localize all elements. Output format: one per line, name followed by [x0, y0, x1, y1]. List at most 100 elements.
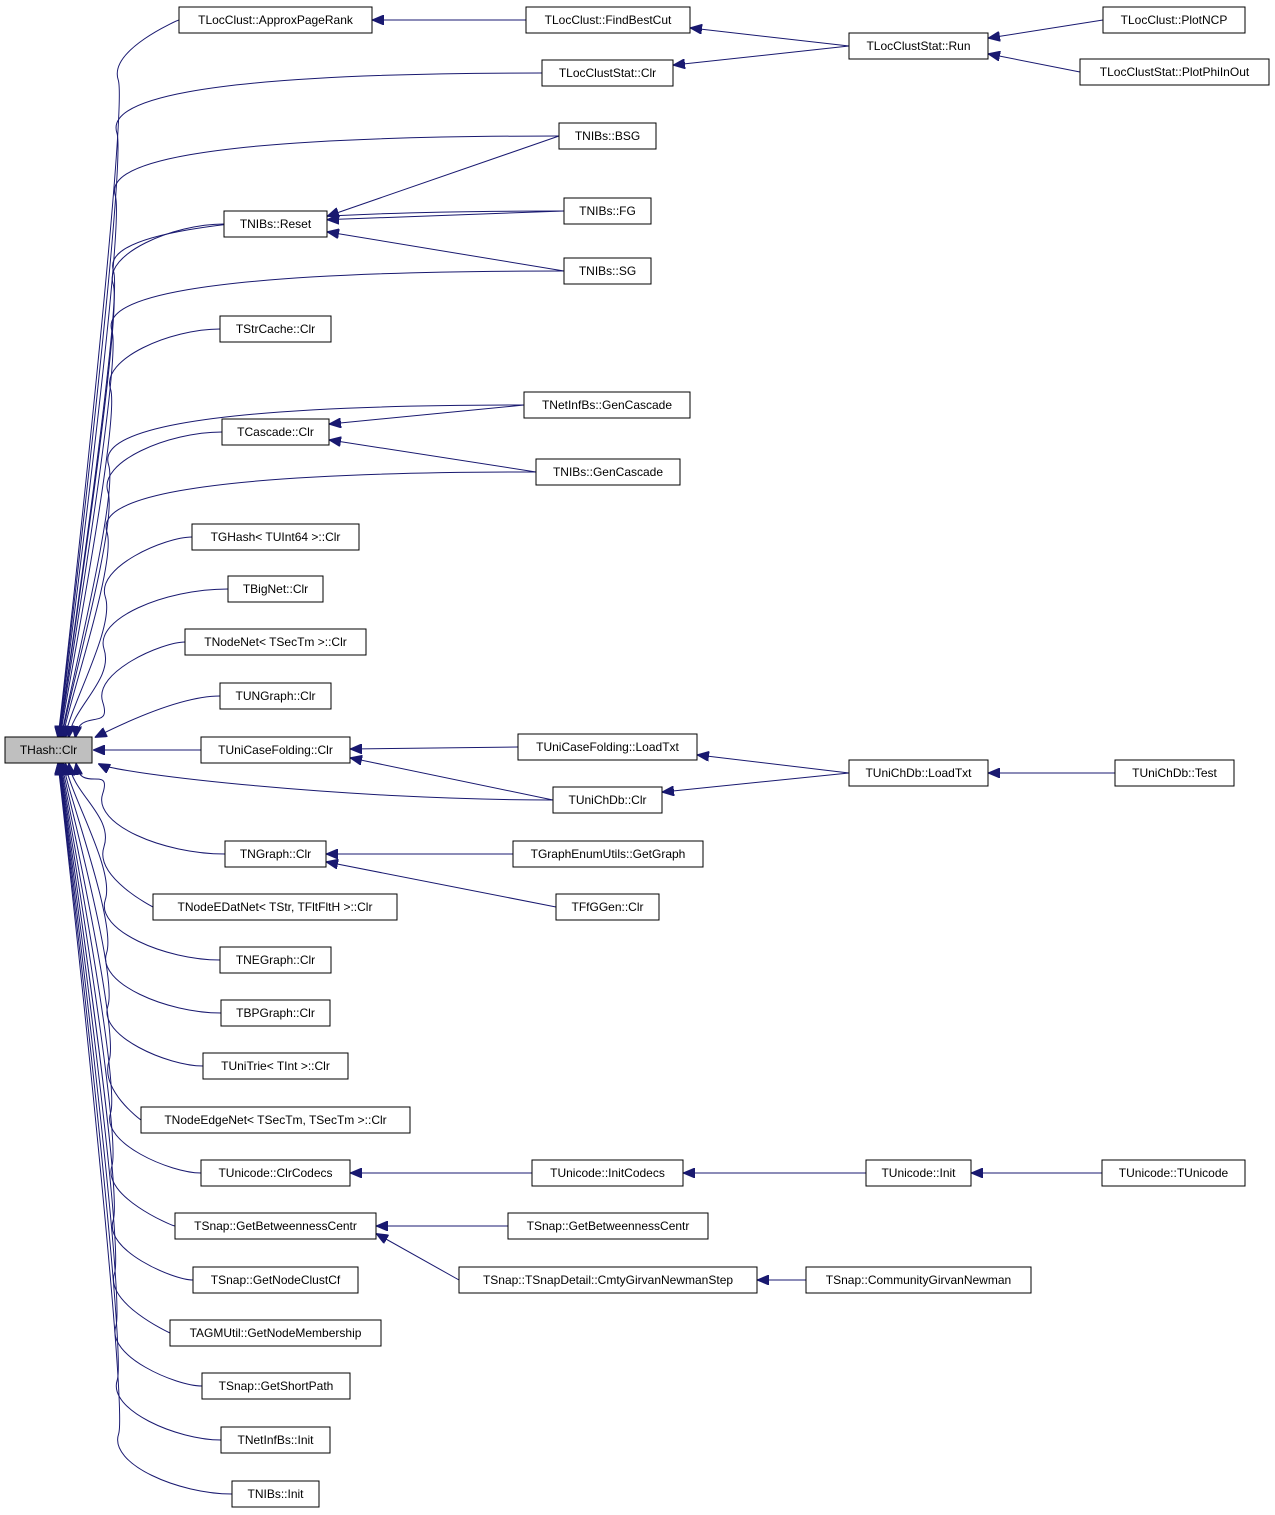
node-box	[535, 458, 681, 486]
node-box	[558, 122, 657, 150]
call-edge	[351, 758, 554, 801]
node-box	[563, 197, 652, 225]
node-box	[1101, 1159, 1246, 1187]
node-box	[201, 1372, 351, 1400]
node-label: TSnap::CommunityGirvanNewman	[826, 1273, 1011, 1287]
node-label: TBigNet::Clr	[243, 582, 308, 596]
node-label: TNIBs::GenCascade	[553, 465, 663, 479]
call-edge	[377, 1234, 460, 1281]
call-edge	[60, 270, 565, 737]
node-label: TCascade::Clr	[237, 425, 314, 439]
node-label: TGraphEnumUtils::GetGraph	[531, 847, 686, 861]
call-edge	[989, 54, 1081, 73]
node-box	[512, 840, 704, 868]
node-box	[523, 391, 691, 419]
call-edge	[61, 404, 525, 737]
call-edge	[328, 135, 560, 216]
node-box	[192, 1266, 359, 1294]
node-label: TNIBs::Init	[247, 1487, 304, 1501]
node-box	[219, 682, 332, 710]
node-box	[865, 1159, 972, 1187]
node-box	[848, 32, 989, 60]
node-label: TLocClust::FindBestCut	[545, 13, 672, 27]
edges	[58, 19, 1115, 1495]
call-edge	[75, 641, 186, 737]
node-label: TUnicode::Init	[881, 1166, 956, 1180]
node-label: TUniCaseFolding::LoadTxt	[536, 740, 679, 754]
call-edge	[69, 764, 154, 908]
call-edge	[330, 440, 537, 473]
node-box	[1079, 58, 1270, 86]
node-box	[507, 1212, 709, 1240]
node-box	[848, 759, 989, 787]
call-edge	[62, 431, 223, 737]
node-box	[174, 1212, 377, 1240]
call-edge	[60, 764, 176, 1227]
node-box	[220, 999, 331, 1027]
call-edge	[58, 72, 543, 737]
call-edge	[69, 588, 229, 737]
call-edge	[65, 764, 221, 961]
call-edge	[58, 764, 233, 1495]
call-edge	[58, 764, 222, 1441]
node-label: TNIBs::BSG	[575, 129, 640, 143]
node-box	[231, 1480, 320, 1508]
call-edge	[59, 764, 171, 1334]
node-label: TAGMUtil::GetNodeMembership	[190, 1326, 362, 1340]
call-edge	[691, 28, 850, 47]
call-edge	[63, 471, 537, 737]
node-box	[220, 1426, 331, 1454]
node-box	[219, 946, 332, 974]
node-box	[458, 1266, 758, 1294]
node-label: TLocClust::PlotNCP	[1121, 13, 1228, 27]
node-label: TNodeNet< TSecTm >::Clr	[204, 635, 347, 649]
call-edge	[63, 764, 222, 1014]
node-label: TNodeEDatNet< TStr, TFltFltH >::Clr	[178, 900, 373, 914]
node-box	[219, 315, 332, 343]
node-box	[200, 736, 351, 764]
node-label: TLocClustStat::PlotPhiInOut	[1100, 65, 1250, 79]
node-box	[169, 1319, 382, 1347]
node-box	[531, 1159, 684, 1187]
node-box	[563, 257, 652, 285]
call-edge	[327, 862, 557, 908]
node-box	[200, 1159, 351, 1187]
node-box	[1102, 6, 1246, 34]
call-edge	[60, 764, 202, 1174]
call-edge	[59, 135, 560, 737]
call-edge	[351, 747, 519, 749]
node-box	[178, 6, 373, 34]
node-label: TLocClust::ApproxPageRank	[198, 13, 354, 27]
call-edge	[96, 695, 221, 737]
node-label: TNGraph::Clr	[240, 847, 311, 861]
node-label: TSnap::GetShortPath	[219, 1379, 334, 1393]
call-edge	[674, 45, 850, 65]
node-box	[227, 575, 324, 603]
node-label: TSnap::GetNodeClustCf	[211, 1273, 341, 1287]
node-box	[4, 736, 93, 764]
node-label: TUniTrie< TInt >::Clr	[221, 1059, 330, 1073]
node-box	[525, 6, 691, 34]
call-edge	[58, 19, 180, 737]
call-edge	[330, 404, 525, 424]
call-edge	[59, 210, 565, 737]
node-label: TNIBs::SG	[579, 264, 636, 278]
node-box	[191, 523, 360, 551]
node-box	[552, 786, 663, 814]
node-box	[152, 893, 398, 921]
node-label: TUniCaseFolding::Clr	[218, 743, 333, 757]
call-edge	[328, 232, 565, 272]
call-edge	[65, 536, 193, 737]
node-label: TSnap::TSnapDetail::CmtyGirvanNewmanStep	[483, 1273, 733, 1287]
call-edge	[663, 772, 850, 792]
call-edge	[698, 755, 850, 774]
node-label: TStrCache::Clr	[236, 322, 315, 336]
node-label: TNodeEdgeNet< TSecTm, TSecTm >::Clr	[164, 1113, 386, 1127]
node-box	[140, 1106, 411, 1134]
call-edge	[60, 328, 221, 737]
node-box	[1114, 759, 1235, 787]
node-label: TUnicode::ClrCodecs	[218, 1166, 332, 1180]
node-label: THash::Clr	[20, 743, 77, 757]
